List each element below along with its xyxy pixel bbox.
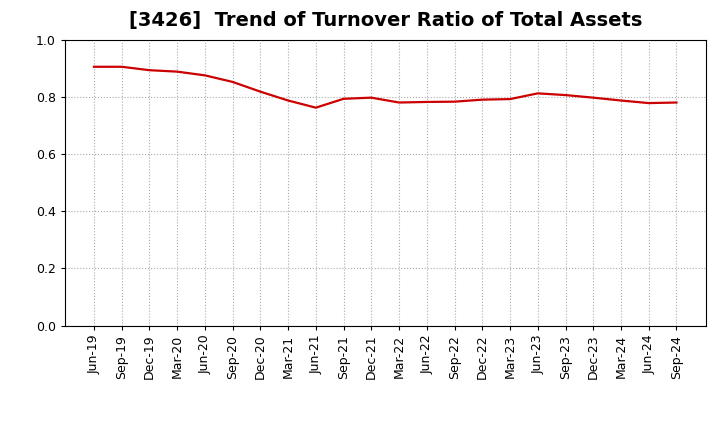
Title: [3426]  Trend of Turnover Ratio of Total Assets: [3426] Trend of Turnover Ratio of Total … — [128, 11, 642, 30]
